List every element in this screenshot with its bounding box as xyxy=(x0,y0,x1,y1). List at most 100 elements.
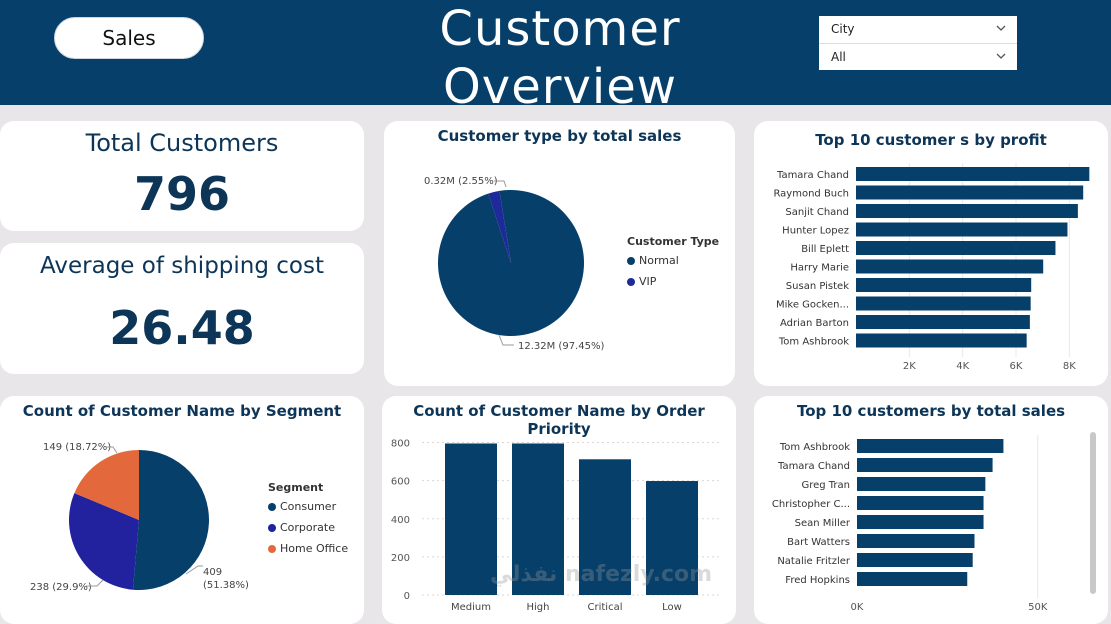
customer-type-pie-chart: 0.32M (2.55%) 12.32M (97.45%) xyxy=(424,176,604,352)
chart-title: Top 10 customer s by profit xyxy=(815,131,1047,149)
bar[interactable] xyxy=(579,459,631,595)
bar[interactable] xyxy=(857,572,968,586)
top-profit-card: Top 10 customer s by profit 2K 4K 6K 8K Tama… xyxy=(754,121,1108,386)
y-tick-label: Tamara Chand xyxy=(776,170,849,181)
legend-dot xyxy=(268,544,276,553)
y-tick-label: Sean Miller xyxy=(795,518,851,529)
y-tick-label: Tamara Chand xyxy=(777,461,850,472)
legend-label: Consumer xyxy=(280,500,337,513)
legend-item-consumer[interactable]: Consumer xyxy=(268,500,348,513)
y-tick-label: 0 xyxy=(404,591,410,602)
x-tick-label: Critical xyxy=(588,602,623,613)
bar[interactable] xyxy=(857,439,1004,453)
city-filter-label: City xyxy=(831,22,855,36)
x-tick-label: 6K xyxy=(1010,361,1023,372)
y-tick-label: Natalie Fritzler xyxy=(777,556,851,567)
page-title: Customer Overview xyxy=(439,1,681,115)
bar[interactable] xyxy=(857,458,993,472)
bar[interactable] xyxy=(857,477,986,491)
sales-button[interactable]: Sales xyxy=(54,17,204,59)
bar[interactable] xyxy=(857,534,975,548)
y-tick-label: Fred Hopkins xyxy=(785,575,850,586)
x-tick-label: Medium xyxy=(451,602,491,613)
y-tick-label: 400 xyxy=(391,515,410,526)
bar[interactable] xyxy=(857,515,984,529)
customer-type-legend: Customer Type Normal VIP xyxy=(627,235,719,288)
bar[interactable] xyxy=(445,443,497,595)
y-tick-label: Sanjit Chand xyxy=(785,207,849,218)
leader-line xyxy=(498,334,514,346)
city-filter-select[interactable]: All xyxy=(819,43,1017,69)
y-tick-label: Hunter Lopez xyxy=(782,226,849,237)
legend-dot xyxy=(627,277,635,286)
x-tick-label: 50K xyxy=(1028,602,1048,613)
legend-title: Customer Type xyxy=(627,235,720,248)
y-tick-label: Raymond Buch xyxy=(773,189,849,200)
bar[interactable] xyxy=(857,496,984,510)
legend-item-corporate[interactable]: Corporate xyxy=(268,521,348,534)
scrollbar[interactable] xyxy=(1090,432,1096,594)
bar[interactable] xyxy=(857,553,973,567)
chart-title: Count of Customer Name by Segment xyxy=(22,402,342,420)
x-tick-label: 2K xyxy=(903,361,916,372)
data-label: 409 xyxy=(203,567,222,578)
y-tick-label: 600 xyxy=(391,477,410,488)
bar[interactable] xyxy=(856,241,1056,255)
pie-slice-vip[interactable] xyxy=(488,190,511,263)
legend-label: VIP xyxy=(639,275,657,288)
kpi-label: Total Customers xyxy=(85,129,279,157)
bar[interactable] xyxy=(856,315,1030,329)
chart-title: Count of Customer Name by Order Priority xyxy=(413,402,705,438)
kpi-label: Average of shipping cost xyxy=(40,253,324,279)
bar[interactable] xyxy=(512,443,564,595)
data-label: 12.32M (97.45%) xyxy=(518,341,604,352)
data-label: 238 (29.9%) xyxy=(30,582,92,593)
kpi-value: 796 xyxy=(133,167,231,221)
y-tick-label: Greg Tran xyxy=(801,480,850,491)
legend-item-home-office[interactable]: Home Office xyxy=(268,542,348,555)
data-label: 149 (18.72%) xyxy=(43,442,111,453)
legend-title: Segment xyxy=(268,481,324,494)
chart-title: Top 10 customers by total sales xyxy=(796,402,1066,420)
kpi-value: 26.48 xyxy=(109,301,255,355)
segment-card: Count of Customer Name by Segment 409 (51… xyxy=(0,396,364,624)
y-tick-label: 200 xyxy=(391,553,410,564)
pie-slice-consumer[interactable] xyxy=(132,450,210,590)
bar[interactable] xyxy=(646,481,698,595)
leader-line xyxy=(86,579,104,587)
top-sales-card: Top 10 customers by total sales 0K 50K Tom… xyxy=(754,396,1108,624)
y-tick-label: 800 xyxy=(391,439,410,450)
city-filter-value: All xyxy=(831,50,846,64)
pie-slice-home-office[interactable] xyxy=(74,450,139,520)
data-label: 0.32M (2.55%) xyxy=(424,176,498,187)
top-sales-bar-chart: 0K 50K Tom Ashbrook Tamara Chand Greg Tran Ch… xyxy=(772,435,1048,613)
bar[interactable] xyxy=(856,204,1078,218)
legend-item-normal[interactable]: Normal xyxy=(627,254,719,267)
chevron-down-icon[interactable] xyxy=(995,22,1007,34)
bar[interactable] xyxy=(856,185,1084,200)
segment-legend: Segment Consumer Corporate Home Office xyxy=(268,481,348,555)
pie-slice-corporate[interactable] xyxy=(69,493,139,590)
leader-line xyxy=(494,180,507,188)
customer-type-card: Customer type by total sales 0.32M (2.55… xyxy=(384,121,735,386)
bar[interactable] xyxy=(856,333,1027,348)
bar[interactable] xyxy=(856,167,1090,181)
bar[interactable] xyxy=(856,259,1044,274)
chevron-down-icon[interactable] xyxy=(995,50,1007,62)
bar[interactable] xyxy=(856,278,1032,292)
city-filter-header[interactable]: City xyxy=(819,16,1017,42)
y-tick-label: Bart Watters xyxy=(787,537,850,548)
legend-item-vip[interactable]: VIP xyxy=(627,275,719,288)
order-priority-card: Count of Customer Name by Order Priority… xyxy=(382,396,736,624)
order-priority-bar-chart: 0 200 400 600 800 Medium High Critical Low xyxy=(391,439,722,613)
data-label: (51.38%) xyxy=(203,580,249,591)
bar[interactable] xyxy=(856,222,1068,237)
x-tick-label: High xyxy=(527,602,550,613)
y-tick-label: Bill Eplett xyxy=(801,244,849,255)
bar[interactable] xyxy=(856,296,1031,311)
avg-shipping-card: Average of shipping cost 26.48 xyxy=(0,243,364,374)
legend-label: Normal xyxy=(639,254,679,267)
legend-dot xyxy=(268,502,276,511)
city-filter[interactable]: City All xyxy=(819,16,1017,70)
total-customers-card: Total Customers 796 xyxy=(0,121,364,231)
